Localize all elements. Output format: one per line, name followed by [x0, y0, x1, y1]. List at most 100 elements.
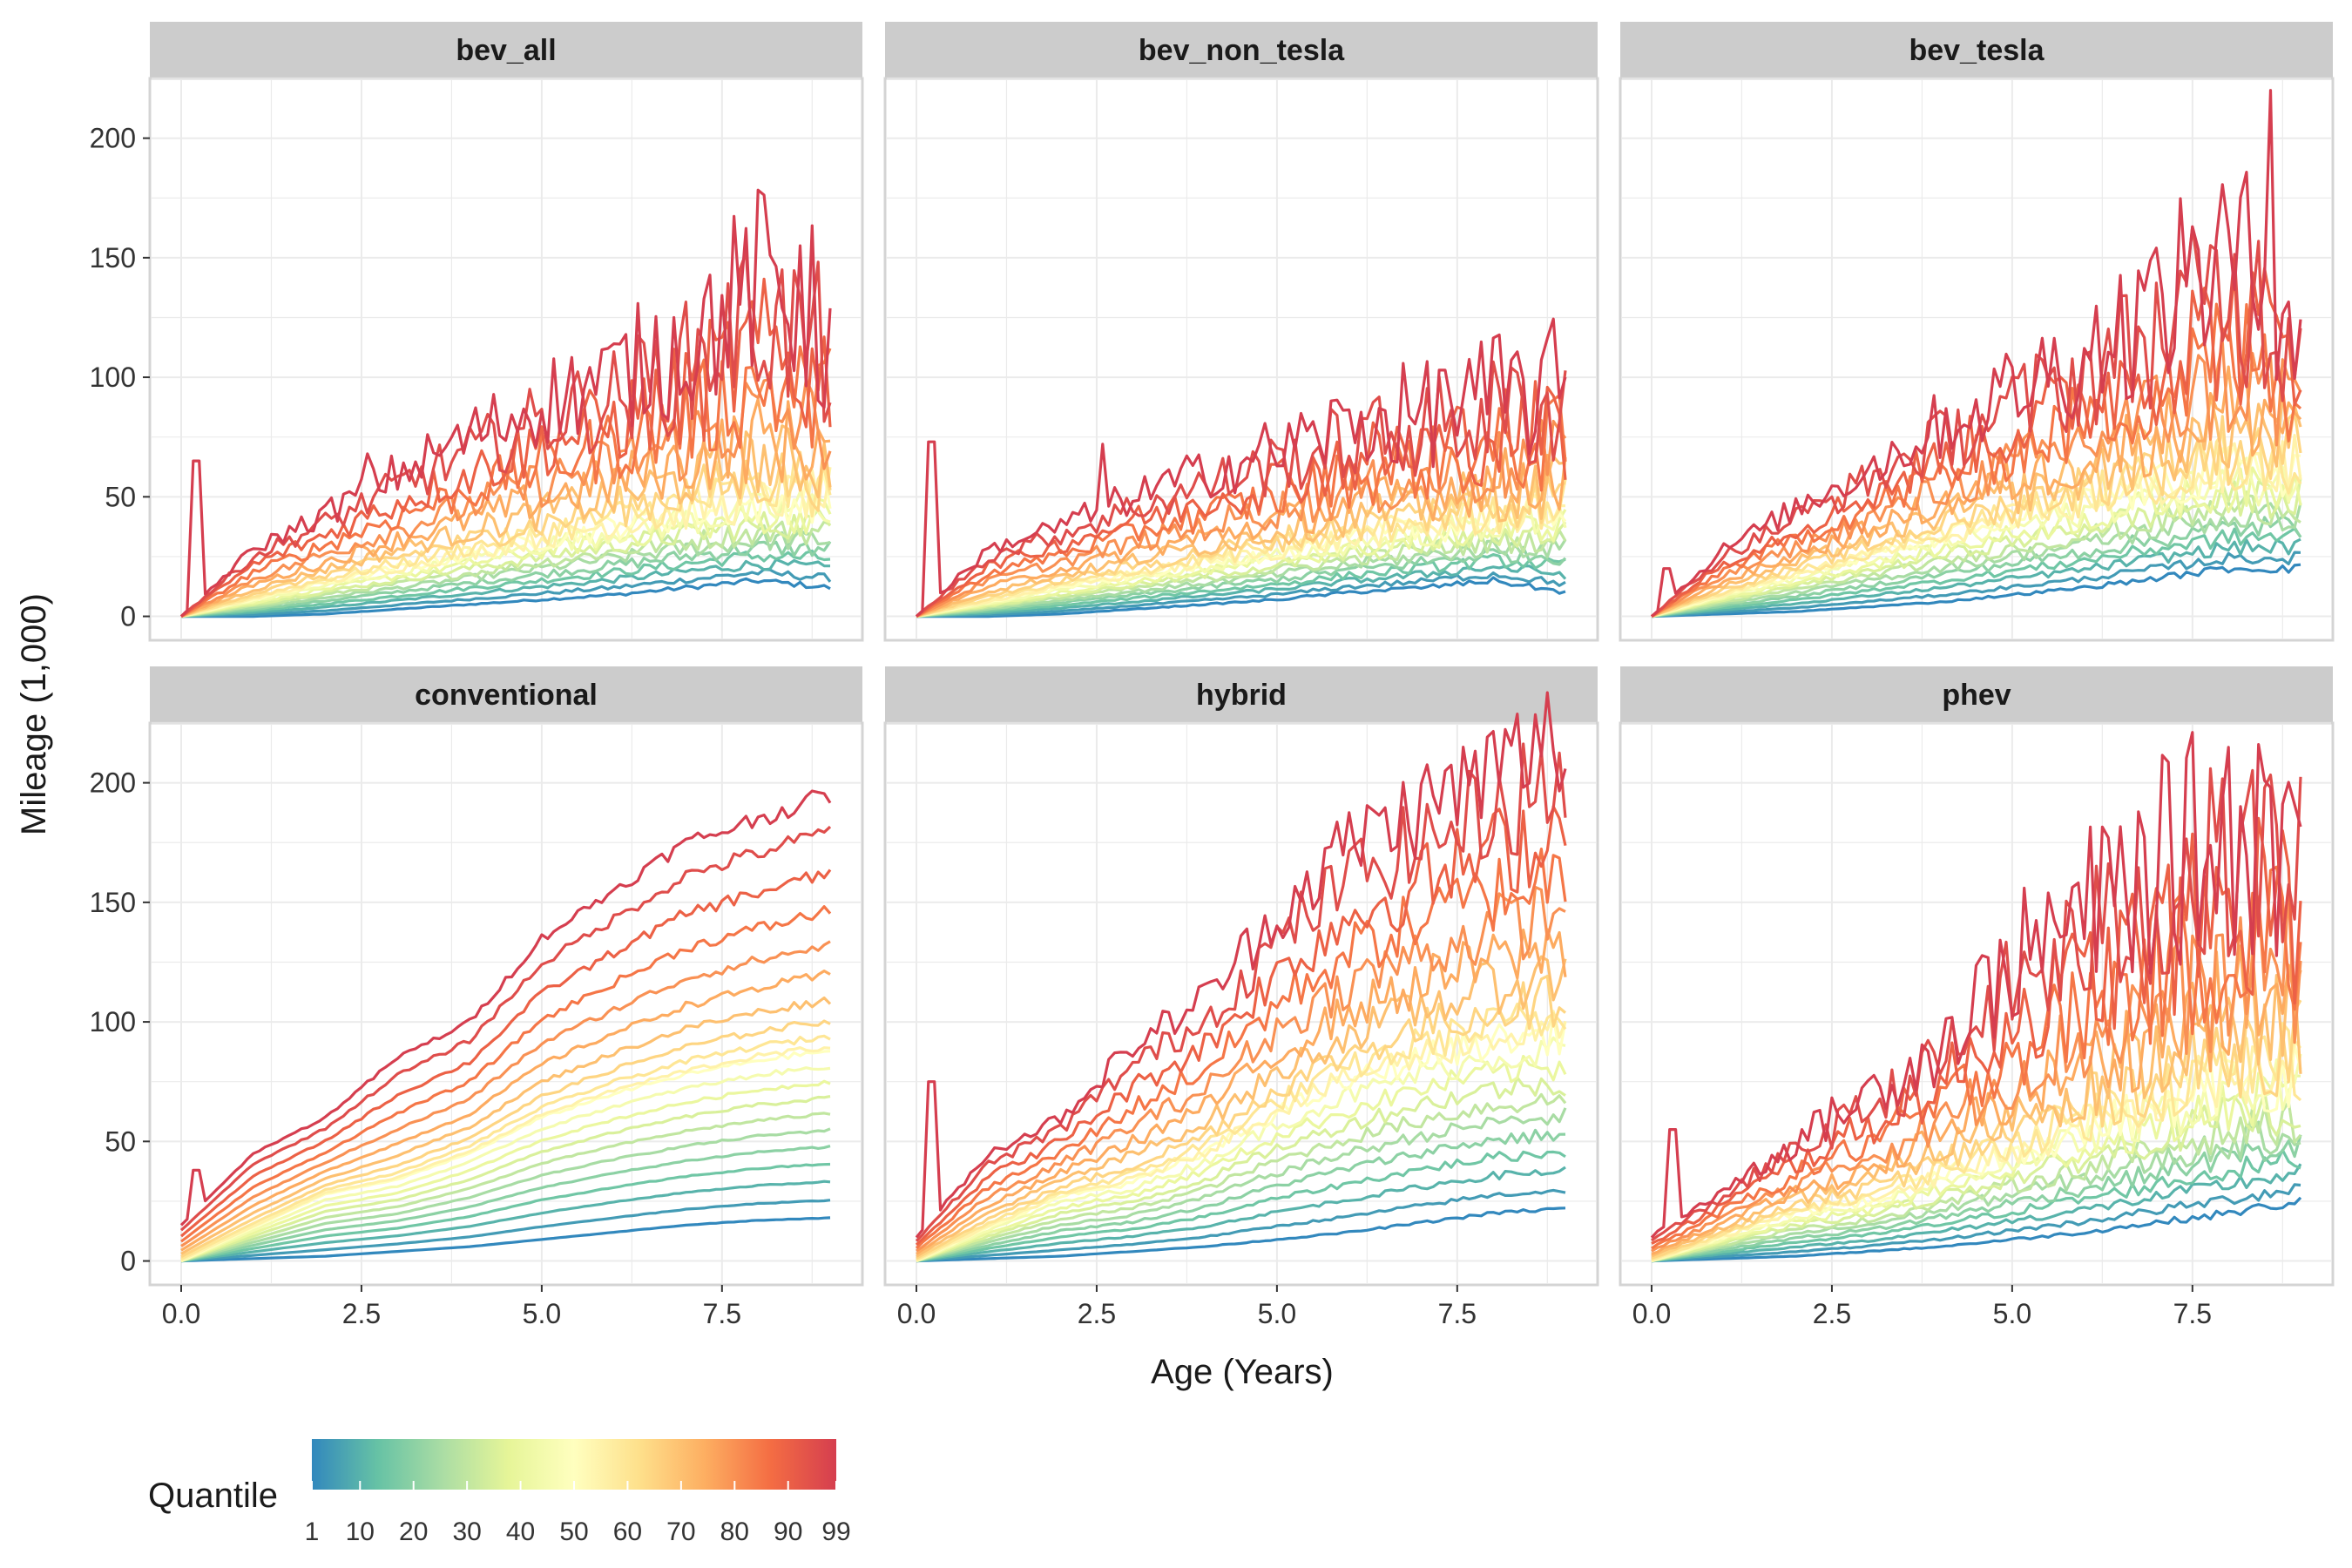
quantile-line-q20 — [916, 1128, 1566, 1263]
x-tick-label: 0.0 — [1632, 1298, 1671, 1329]
quantile-line-q35 — [916, 1076, 1566, 1263]
panel-strip — [1620, 666, 2333, 723]
y-tick-label: 150 — [90, 242, 136, 274]
panel-strip — [1620, 22, 2333, 78]
quantile-line-q1 — [1651, 563, 2301, 618]
panel-bev_tesla: bev_tesla — [1619, 22, 2335, 642]
quantile-line-q65 — [180, 1019, 831, 1259]
x-tick-label: 7.5 — [703, 1298, 741, 1329]
quantile-line-q15 — [1651, 527, 2302, 618]
panel-plot-area — [148, 721, 864, 1287]
panels: bev_all 0 50 100 150 200 bev_non_tesla bev_tesl… — [90, 22, 2335, 1329]
legend-tick-label: 90 — [774, 1517, 802, 1546]
panel-strip — [150, 22, 862, 78]
legend-tick-label: 80 — [720, 1517, 749, 1546]
quantile-line-q20 — [916, 545, 1567, 618]
legend-tick-label: 70 — [666, 1517, 695, 1546]
y-tick-label: 200 — [90, 767, 136, 799]
quantile-line-q10 — [180, 558, 831, 618]
quantile-lines — [915, 691, 1567, 1263]
x-tick-label: 5.0 — [523, 1298, 561, 1329]
quantile-line-q75 — [916, 928, 1567, 1255]
quantile-line-q95 — [179, 251, 832, 618]
quantile-line-q5 — [180, 1199, 831, 1263]
x-tick-label: 7.5 — [1438, 1298, 1477, 1329]
quantile-line-q75 — [916, 447, 1567, 618]
quantile-line-q70 — [916, 955, 1567, 1258]
y-ticks: 0 50 100 150 200 — [90, 123, 150, 632]
quantile-line-q25 — [1651, 1120, 2301, 1263]
legend-tick-label: 10 — [346, 1517, 375, 1546]
quantile-line-q70 — [180, 996, 832, 1255]
quantile-line-q90 — [1651, 267, 2302, 618]
legend-tick-label: 1 — [305, 1517, 320, 1546]
quantile-line-q35 — [1651, 477, 2302, 618]
panel-hybrid: hybrid 0.0 2.5 5.0 7.5 — [883, 666, 1599, 1329]
x-ticks: 0.0 2.5 5.0 7.5 — [1632, 1285, 2212, 1329]
x-tick-label: 2.5 — [1813, 1298, 1851, 1329]
x-ticks: 0.0 2.5 5.0 7.5 — [897, 1285, 1477, 1329]
quantile-line-q45 — [180, 1066, 831, 1263]
quantile-line-q95 — [179, 825, 832, 1232]
quantile-line-q80 — [180, 940, 831, 1247]
quantile-line-q1 — [181, 577, 831, 618]
panel-phev: phev 0.0 2.5 5.0 7.5 — [1619, 666, 2335, 1329]
panel-strip-label: bev_tesla — [1909, 34, 2045, 67]
legend-title: Quantile — [148, 1477, 278, 1515]
quantile-line-q50 — [916, 1014, 1567, 1263]
quantile-line-q99 — [179, 789, 832, 1227]
y-tick-label: 200 — [90, 123, 136, 154]
quantile-line-q10 — [1651, 537, 2301, 618]
quantile-lines — [179, 188, 832, 618]
quantile-line-q90 — [179, 868, 832, 1238]
legend-tick-label: 99 — [821, 1517, 850, 1546]
quantile-line-q65 — [916, 474, 1566, 618]
quantile-legend: Quantile 1 10 20 30 40 50 60 70 80 90 99 — [148, 1439, 851, 1546]
y-axis-title: Mileage (1,000) — [15, 593, 53, 835]
x-tick-label: 2.5 — [1078, 1298, 1116, 1329]
quantile-line-q5 — [180, 568, 832, 618]
quantile-line-q80 — [1651, 886, 2302, 1253]
quantile-line-q80 — [1651, 341, 2302, 618]
gridlines — [1622, 78, 2331, 639]
y-ticks: 0 50 100 150 200 — [90, 767, 150, 1277]
quantile-line-q40 — [180, 1079, 831, 1263]
x-tick-label: 0.0 — [897, 1298, 936, 1329]
quantile-line-q85 — [915, 848, 1567, 1250]
quantile-lines — [1650, 89, 2302, 618]
quantile-line-q60 — [1651, 1022, 2302, 1261]
quantile-line-q20 — [180, 1145, 831, 1263]
quantile-line-q99 — [1650, 89, 2302, 618]
legend-tick-label: 30 — [452, 1517, 481, 1546]
x-tick-label: 5.0 — [1258, 1298, 1296, 1329]
quantile-line-q25 — [1651, 502, 2302, 618]
quantile-line-q60 — [916, 1002, 1567, 1261]
quantile-line-q99 — [915, 691, 1567, 1239]
quantile-line-q75 — [180, 970, 831, 1252]
quantile-line-q15 — [180, 549, 831, 618]
y-tick-label: 150 — [90, 887, 136, 918]
quantile-line-q1 — [180, 1216, 831, 1263]
quantile-line-q99 — [179, 188, 832, 618]
quantile-line-q95 — [915, 742, 1567, 1242]
quantile-line-q1 — [916, 576, 1566, 618]
quantile-line-q25 — [180, 1127, 831, 1263]
quantile-line-q99 — [915, 317, 1567, 618]
panel-plot-area — [883, 721, 1599, 1287]
legend-tick-label: 40 — [506, 1517, 535, 1546]
legend-tick-label: 20 — [399, 1517, 428, 1546]
quantile-line-q30 — [180, 1112, 831, 1263]
quantile-line-q80 — [916, 885, 1566, 1253]
quantile-line-q10 — [916, 564, 1567, 618]
axis-titles: Age (Years) Mileage (1,000) — [15, 593, 1334, 1391]
gridlines — [887, 78, 1596, 639]
quantile-lines — [179, 789, 832, 1263]
panel-conventional: conventional 0 50 100 150 200 0.0 2.5 5.0 7.5 — [90, 666, 864, 1329]
x-tick-label: 0.0 — [162, 1298, 200, 1329]
panel-strip-label: hybrid — [1196, 679, 1287, 712]
y-tick-label: 0 — [120, 601, 136, 632]
y-tick-label: 50 — [105, 1125, 136, 1157]
quantile-line-q85 — [916, 394, 1567, 618]
quantile-line-q40 — [1651, 1071, 2301, 1263]
